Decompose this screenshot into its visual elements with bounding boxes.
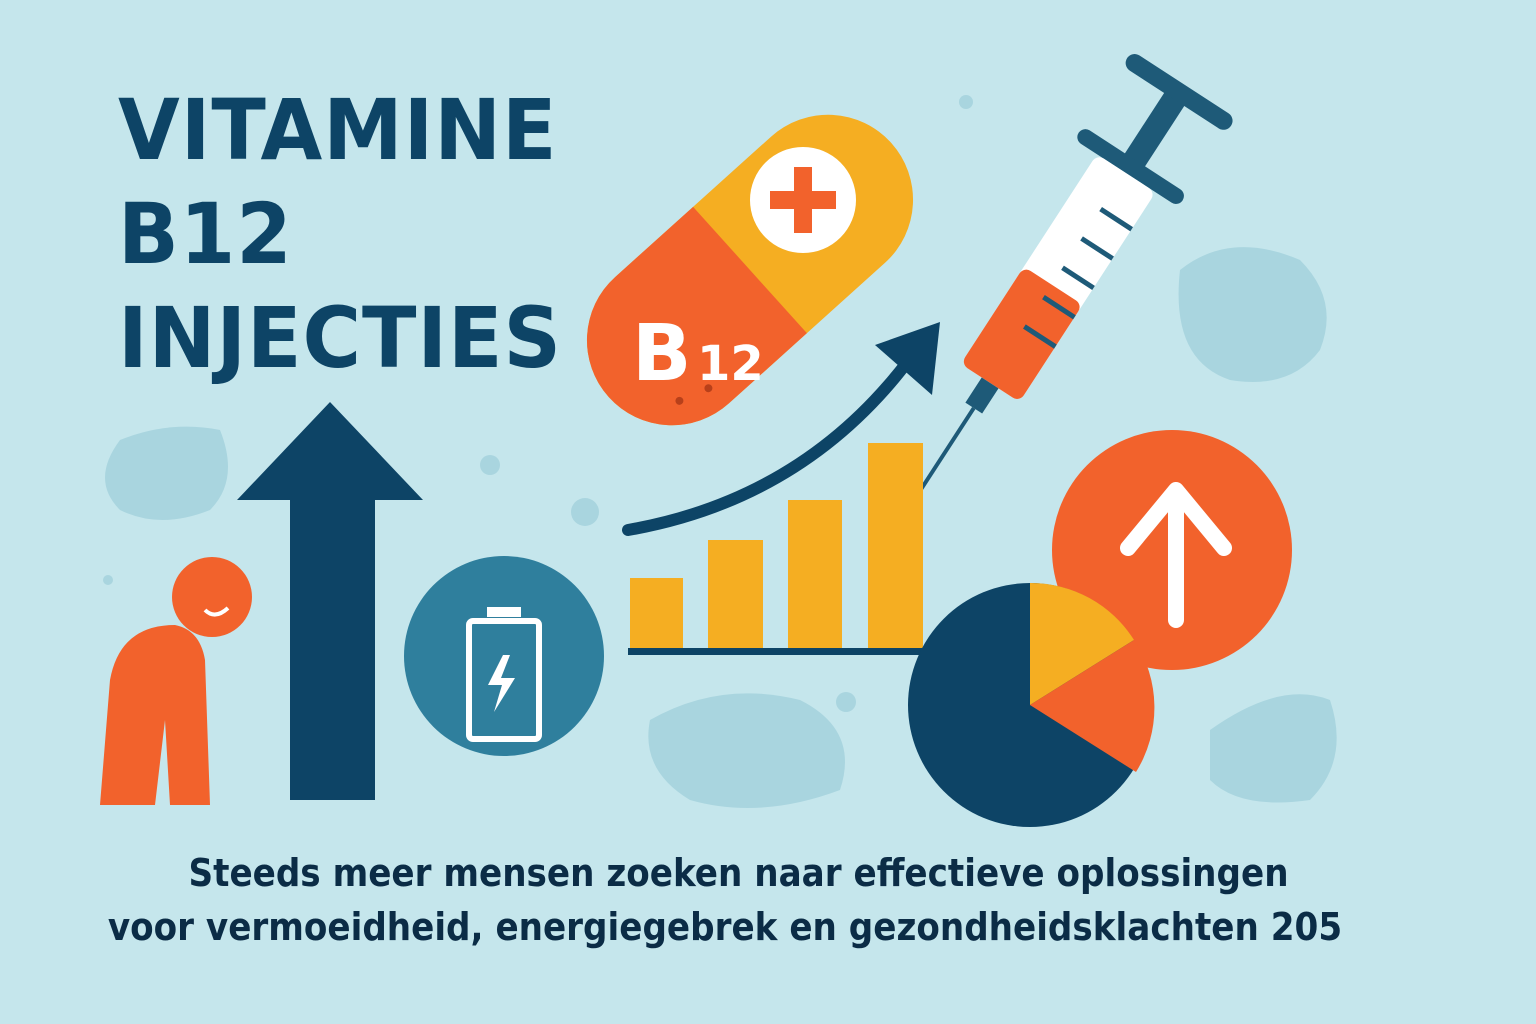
trend-arrow-icon xyxy=(622,322,940,536)
bar xyxy=(868,443,923,648)
capsule-icon xyxy=(586,114,914,426)
title-line-2: B12 xyxy=(118,185,293,283)
bar-chart-icon xyxy=(628,443,928,655)
pill-label-12: 12 xyxy=(697,336,764,392)
page-title: VITAMINE B12 INJECTIES xyxy=(118,78,585,390)
bar xyxy=(708,540,763,648)
caption: Steeds meer mensen zoeken naar effectiev… xyxy=(0,846,1450,954)
title-line-1: VITAMINE xyxy=(118,81,558,179)
caption-line-1: Steeds meer mensen zoeken naar effectiev… xyxy=(188,851,1289,895)
up-arrow-icon xyxy=(237,402,423,800)
plus-icon-v xyxy=(794,167,812,233)
tired-person-icon xyxy=(100,557,252,805)
title-line-3: INJECTIES xyxy=(118,289,562,387)
caption-line-2: voor vermoeidheid, energiegebrek en gezo… xyxy=(107,905,1343,949)
pill-label-b: B xyxy=(632,309,691,399)
syringe-icon xyxy=(915,54,1233,497)
baseline xyxy=(628,648,928,655)
battery-icon xyxy=(404,556,604,756)
bar xyxy=(630,578,683,648)
up-circle-icon xyxy=(1052,430,1292,670)
background-blobs xyxy=(103,95,1337,808)
pie-chart-icon xyxy=(908,582,1155,827)
bar xyxy=(788,500,842,648)
